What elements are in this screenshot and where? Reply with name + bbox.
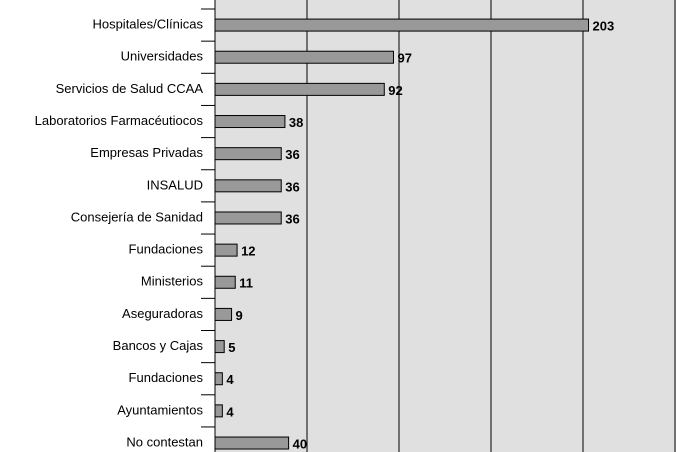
value-label: 11 <box>239 276 253 291</box>
plot-background <box>215 0 676 452</box>
bar <box>214 307 233 321</box>
bar <box>214 340 225 354</box>
value-label: 12 <box>241 244 255 259</box>
bar <box>214 82 385 96</box>
y-tick-label: Fundaciones <box>129 370 204 385</box>
value-label: 36 <box>285 211 299 226</box>
value-label: 38 <box>289 115 303 130</box>
bar <box>214 18 590 32</box>
bar <box>214 436 290 450</box>
value-label: 203 <box>593 19 615 34</box>
y-tick-label: Aseguradoras <box>122 306 203 321</box>
value-label: 9 <box>236 308 243 323</box>
bar <box>214 243 238 257</box>
value-label: 92 <box>388 83 402 98</box>
bar <box>214 147 282 161</box>
bar <box>214 179 282 193</box>
y-tick-label: No contestan <box>126 434 203 449</box>
y-tick-label: Bancos y Cajas <box>113 338 204 353</box>
y-tick-label: Servicios de Salud CCAA <box>56 81 204 96</box>
bar <box>214 50 394 64</box>
bar <box>214 404 223 418</box>
y-tick-label: Hospitales/Clínicas <box>92 17 203 32</box>
value-label: 4 <box>226 372 234 387</box>
y-tick-label: Ayuntamientos <box>117 402 203 417</box>
value-label: 4 <box>226 404 234 419</box>
value-label: 40 <box>293 436 307 451</box>
value-label: 36 <box>285 179 299 194</box>
y-tick-label: Consejería de Sanidad <box>71 209 203 224</box>
value-label: 5 <box>228 340 235 355</box>
y-tick-label: INSALUD <box>147 177 203 192</box>
y-tick-label: Universidades <box>121 49 204 64</box>
bar <box>214 275 236 289</box>
y-tick-label: Ministerios <box>141 274 204 289</box>
y-tick-label: Laboratorios Farmacéutiocos <box>35 113 204 128</box>
bar <box>214 211 282 225</box>
bar <box>214 372 223 386</box>
bar <box>214 115 286 129</box>
value-label: 36 <box>285 147 299 162</box>
y-tick-label: Empresas Privadas <box>90 145 203 160</box>
value-label: 97 <box>397 51 411 66</box>
y-tick-label: Fundaciones <box>129 242 204 257</box>
